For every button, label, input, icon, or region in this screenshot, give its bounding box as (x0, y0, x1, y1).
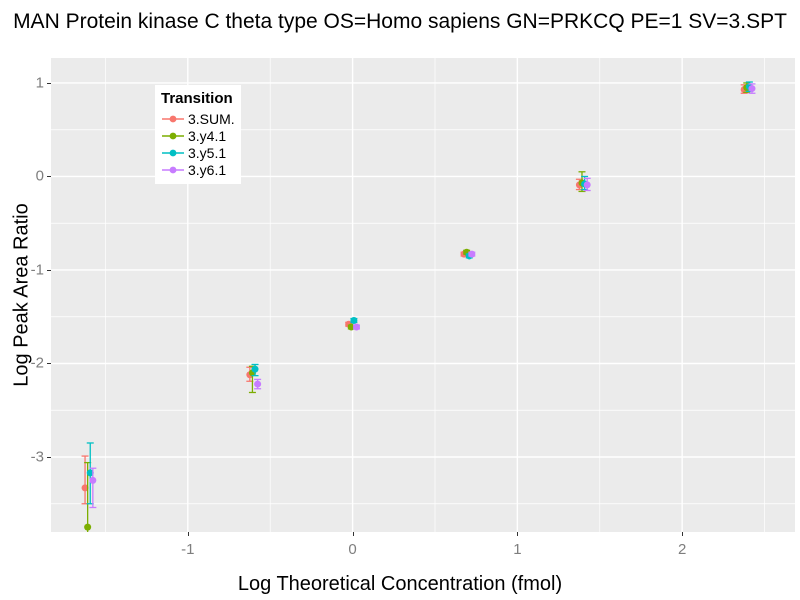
y-tick-mark (47, 457, 51, 458)
legend-item-3.y4.1: 3.y4.1 (161, 127, 237, 144)
legend-item-3.y6.1: 3.y6.1 (161, 161, 237, 178)
legend-item-3.y5.1: 3.y5.1 (161, 144, 237, 161)
y-tick-label: 0 (35, 167, 44, 185)
y-tick-label: -1 (30, 261, 44, 279)
legend-item-label: 3.SUM. (188, 110, 235, 127)
legend: Transition 3.SUM. 3.y4.1 3.y5.1 3.y6.1 (155, 85, 241, 184)
y-tick-mark (47, 363, 51, 365)
data-point-3.y5.1 (350, 317, 357, 324)
legend-title: Transition (161, 90, 233, 107)
legend-key-icon (162, 115, 184, 122)
legend-items: 3.SUM. 3.y4.1 3.y5.1 3.y6.1 (161, 110, 237, 178)
legend-item-label: 3.y5.1 (188, 144, 227, 161)
data-point-3.y6.1 (89, 477, 96, 484)
y-tick-mark (47, 269, 51, 271)
data-point-3.y5.1 (252, 366, 259, 373)
data-point-3.y6.1 (748, 85, 755, 92)
plot-title: MAN Protein kinase C theta type OS=Homo … (13, 10, 787, 33)
x-tick-mark (682, 532, 684, 536)
x-axis-title: Log Theoretical Concentration (fmol) (237, 573, 563, 595)
y-tick-label: -2 (30, 354, 44, 372)
legend-key-icon (162, 132, 184, 139)
x-tick-label: 1 (513, 541, 522, 558)
legend-key-icon (162, 149, 184, 156)
legend-key-icon (162, 166, 184, 173)
legend-item-label: 3.y6.1 (188, 161, 227, 178)
data-point-3.y6.1 (254, 381, 261, 388)
x-tick-mark (352, 532, 354, 536)
x-tick-label: 0 (348, 541, 357, 558)
y-tick-label: 1 (35, 74, 44, 92)
y-tick-mark (47, 82, 51, 84)
y-tick-mark (47, 176, 51, 178)
x-tick-mark (517, 532, 519, 536)
y-tick-label: -3 (30, 448, 44, 466)
legend-item-label: 3.y4.1 (188, 127, 227, 144)
data-point-3.y5.1 (87, 469, 94, 476)
x-tick-mark (187, 532, 189, 536)
x-tick-label: 2 (677, 541, 687, 558)
data-point-3.y6.1 (353, 324, 360, 331)
data-point-3.SUM. (82, 484, 89, 491)
data-point-3.y6.1 (468, 251, 475, 258)
y-axis-title: Log Peak Area Ratio (10, 203, 33, 387)
chart-canvas (51, 58, 795, 532)
x-tick-label: -1 (181, 541, 195, 558)
data-point-3.y4.1 (84, 524, 91, 531)
legend-item-3.SUM.: 3.SUM. (161, 110, 237, 127)
data-point-3.y6.1 (584, 181, 591, 188)
